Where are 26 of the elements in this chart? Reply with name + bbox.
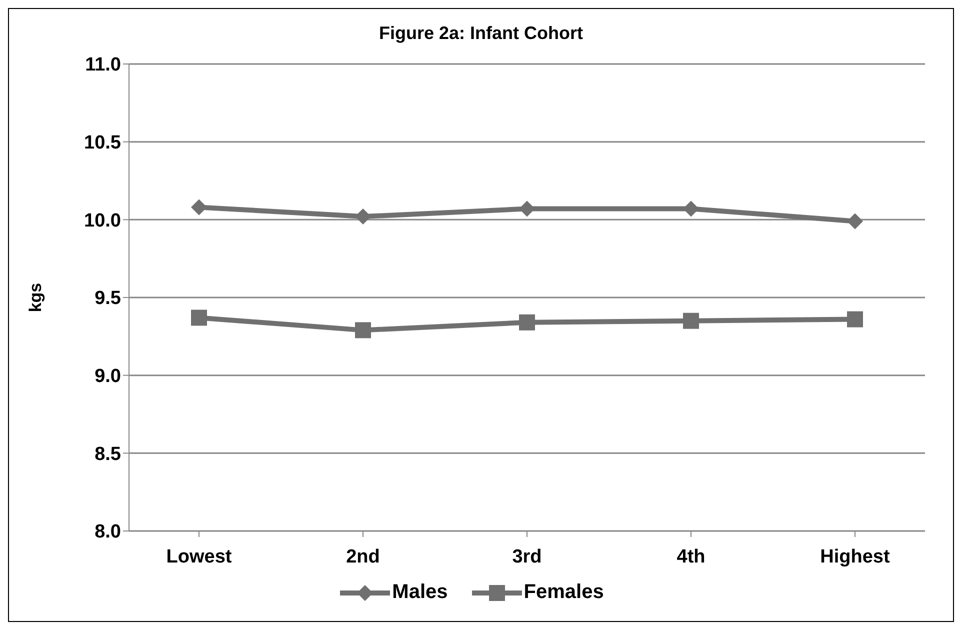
point [519, 200, 535, 217]
y-tick-label: 8.0 [94, 522, 121, 543]
point [355, 322, 371, 338]
y-tick-label: 10.5 [84, 132, 122, 154]
point [683, 312, 699, 329]
point [191, 310, 207, 326]
y-tick-label: 9.0 [94, 366, 121, 388]
x-tick-label: 3rd [512, 546, 542, 568]
y-axis-title: kgs [26, 282, 46, 312]
x-tick-label: 2nd [346, 546, 380, 568]
y-tick-label: 11.0 [85, 54, 121, 76]
legend-label: Females [524, 581, 604, 604]
point [355, 208, 371, 225]
point [191, 199, 207, 216]
chart-title: Figure 2a: Infant Cohort [378, 23, 584, 44]
point [847, 311, 863, 328]
point [847, 213, 863, 230]
legend-label: Males [392, 581, 448, 604]
y-tick-label: 8.5 [94, 444, 122, 465]
point [519, 314, 535, 330]
x-tick-label: Highest [820, 546, 890, 568]
point [683, 200, 699, 217]
x-tick-label: Lowest [166, 546, 232, 568]
y-tick-label: 10.0 [84, 210, 121, 232]
x-tick-label: 4th [676, 546, 706, 568]
y-tick-label: 9.5 [94, 288, 122, 310]
